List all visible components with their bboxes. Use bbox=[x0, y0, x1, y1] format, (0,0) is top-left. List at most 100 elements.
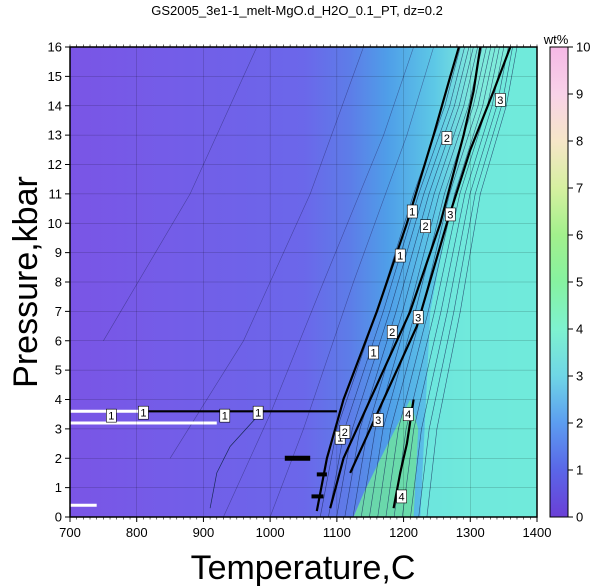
faint-contour bbox=[103, 47, 258, 341]
contour-label-box bbox=[412, 310, 424, 325]
peak-region bbox=[353, 399, 419, 517]
y-tick-label: 15 bbox=[48, 69, 62, 84]
colorbar-tick-label: 10 bbox=[576, 40, 590, 55]
contour-label-box bbox=[386, 325, 398, 339]
contour-label: 2 bbox=[423, 221, 429, 233]
contour-label-box bbox=[339, 425, 351, 439]
y-tick-label: 12 bbox=[48, 157, 62, 172]
colorbar-tick-label: 5 bbox=[576, 275, 583, 290]
y-tick-label: 16 bbox=[48, 40, 62, 55]
contour-label: 1 bbox=[409, 207, 415, 219]
x-axis-label: Temperature,C bbox=[191, 549, 416, 587]
y-tick-label: 9 bbox=[55, 245, 62, 260]
colorbar-gradient bbox=[549, 46, 569, 518]
x-tick-label: 1200 bbox=[389, 525, 418, 540]
minor-contour bbox=[385, 47, 496, 517]
high-melt-region bbox=[420, 47, 537, 517]
contour-label-box bbox=[495, 93, 506, 107]
contour-label-box bbox=[394, 248, 406, 263]
contour-label-box bbox=[368, 345, 379, 360]
x-tick-label: 1100 bbox=[323, 525, 351, 540]
y-tick-label: 13 bbox=[48, 128, 62, 143]
contour-label-box bbox=[252, 405, 264, 420]
minor-contour bbox=[209, 416, 258, 509]
contour-label: 1 bbox=[108, 411, 114, 423]
faint-contour bbox=[169, 47, 364, 459]
contour-label-box bbox=[396, 489, 407, 504]
x-tick-label: 800 bbox=[126, 525, 148, 540]
x-axis-ticks: 700 800 900 1000 1100 1200 1300 1400 bbox=[59, 44, 552, 540]
y-tick-label: 5 bbox=[55, 363, 62, 378]
colorbar-tick-label: 3 bbox=[576, 369, 583, 384]
colorbar: wt% 0 1 2 3 4 5 6 7 8 9 10 bbox=[543, 32, 591, 525]
contour-label-box bbox=[420, 219, 431, 233]
contour-label-box bbox=[219, 408, 231, 423]
colorbar-tick-label: 4 bbox=[576, 322, 583, 337]
contour-label: 1 bbox=[140, 408, 146, 420]
contour-label: 1 bbox=[337, 433, 343, 445]
contour-label: 3 bbox=[447, 209, 453, 221]
colorbar-label: wt% bbox=[543, 32, 569, 47]
y-tick-label: 4 bbox=[55, 392, 62, 407]
minor-contour bbox=[360, 47, 483, 517]
contour-label: 4 bbox=[399, 491, 405, 503]
contour-label: 3 bbox=[375, 415, 381, 427]
x-tick-label: 1000 bbox=[256, 525, 285, 540]
colorbar-tick-label: 2 bbox=[576, 416, 583, 431]
colorbar-ticks: 0 1 2 3 4 5 6 7 8 9 10 bbox=[568, 40, 590, 525]
major-contour-1 bbox=[315, 47, 460, 512]
contour-label: 2 bbox=[389, 327, 395, 339]
x-tick-label: 1400 bbox=[523, 525, 552, 540]
y-tick-label: 2 bbox=[55, 451, 62, 466]
contour-label-box bbox=[106, 408, 117, 423]
contour-label: 4 bbox=[405, 409, 411, 421]
y-tick-label: 14 bbox=[48, 98, 62, 113]
contour-label-box bbox=[372, 413, 384, 427]
x-tick-label: 900 bbox=[193, 525, 215, 540]
contour-label: 2 bbox=[444, 133, 450, 145]
contour-label: 1 bbox=[222, 411, 228, 423]
contour-label: 1 bbox=[255, 408, 261, 420]
colorbar-tick-label: 9 bbox=[576, 87, 583, 102]
plot-area bbox=[70, 47, 537, 517]
minor-contour bbox=[344, 47, 474, 517]
y-tick-label: 7 bbox=[55, 304, 62, 319]
colorbar-tick-label: 8 bbox=[576, 134, 583, 149]
minor-contour bbox=[377, 47, 492, 517]
colorbar-tick-label: 0 bbox=[576, 510, 583, 525]
contour-label-box bbox=[402, 407, 414, 421]
colorbar-tick-label: 1 bbox=[576, 463, 583, 478]
y-tick-label: 11 bbox=[49, 186, 63, 201]
y-tick-label: 6 bbox=[55, 333, 62, 348]
contour-label-box bbox=[444, 207, 456, 222]
y-tick-label: 8 bbox=[55, 275, 62, 290]
x-tick-label: 700 bbox=[59, 525, 81, 540]
contour-label-box bbox=[441, 131, 453, 145]
chart-title: GS2005_3e1-1_melt-MgO.d_H2O_0.1_PT, dz=0… bbox=[151, 3, 443, 18]
contour-label: 1 bbox=[370, 348, 376, 360]
y-tick-label: 3 bbox=[55, 421, 62, 436]
faint-contour bbox=[223, 47, 414, 517]
minor-contour bbox=[352, 47, 478, 517]
y-tick-label: 0 bbox=[55, 510, 62, 525]
colorbar-tick-label: 6 bbox=[576, 228, 583, 243]
x-tick-label: 1300 bbox=[456, 525, 485, 540]
contour-label: 3 bbox=[415, 312, 421, 324]
contour-label-box bbox=[406, 204, 418, 219]
major-contour-2 bbox=[329, 47, 482, 509]
y-axis-label: Pressure,kbar bbox=[7, 176, 45, 388]
contour-label-box bbox=[138, 405, 149, 420]
contour-label: 2 bbox=[342, 427, 348, 439]
minor-contour bbox=[402, 47, 505, 517]
y-tick-label: 10 bbox=[48, 216, 62, 231]
contour-label: 3 bbox=[497, 95, 503, 107]
colorbar-tick-label: 7 bbox=[576, 181, 583, 196]
minor-contour bbox=[426, 47, 518, 517]
minor-contour bbox=[393, 47, 500, 517]
contour-label: 1 bbox=[397, 251, 403, 263]
y-tick-label: 1 bbox=[55, 480, 62, 495]
